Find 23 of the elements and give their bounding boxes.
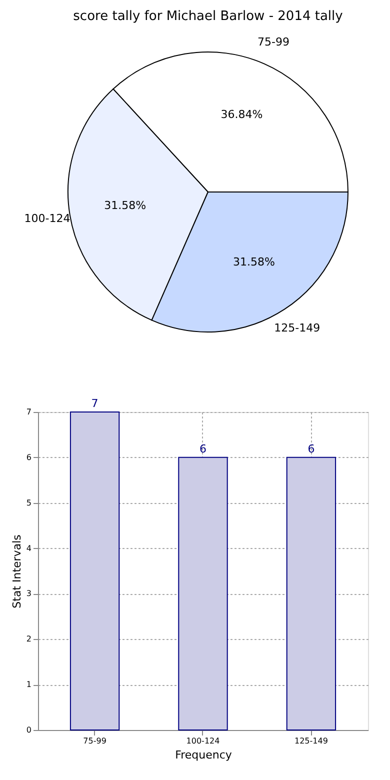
y-tick-label: 2 bbox=[26, 634, 32, 644]
y-tick-label: 5 bbox=[26, 498, 32, 508]
data-label: 31.58% bbox=[104, 198, 146, 212]
data-label: 7 bbox=[91, 397, 98, 410]
y-tick-label: 7 bbox=[26, 408, 32, 416]
y-tick-label: 4 bbox=[26, 544, 32, 553]
y-tick-label: 6 bbox=[26, 452, 32, 462]
y-tick-label: 3 bbox=[26, 589, 32, 598]
y-tick-label: 1 bbox=[26, 680, 32, 690]
data-label: 6 bbox=[308, 442, 315, 456]
x-tick-label: 100-124 bbox=[186, 736, 220, 746]
data-label: 31.58% bbox=[232, 255, 275, 268]
y-tick-label: 0 bbox=[26, 726, 32, 734]
slice-label: 75-99 bbox=[258, 36, 290, 49]
x-tick-label: 75-99 bbox=[83, 736, 106, 746]
data-label: 6 bbox=[200, 442, 206, 456]
chart-title: score tally for Michael Barlow - 2014 tally bbox=[73, 9, 344, 24]
slice-label: 100-124 bbox=[24, 212, 70, 225]
slice-label: 125-149 bbox=[274, 321, 320, 334]
x-tick-label: 125-149 bbox=[294, 736, 328, 746]
x-axis-title: Frequency bbox=[175, 748, 232, 762]
y-axis-title: Stat Intervals bbox=[10, 534, 24, 608]
data-label: 36.84% bbox=[220, 108, 263, 122]
